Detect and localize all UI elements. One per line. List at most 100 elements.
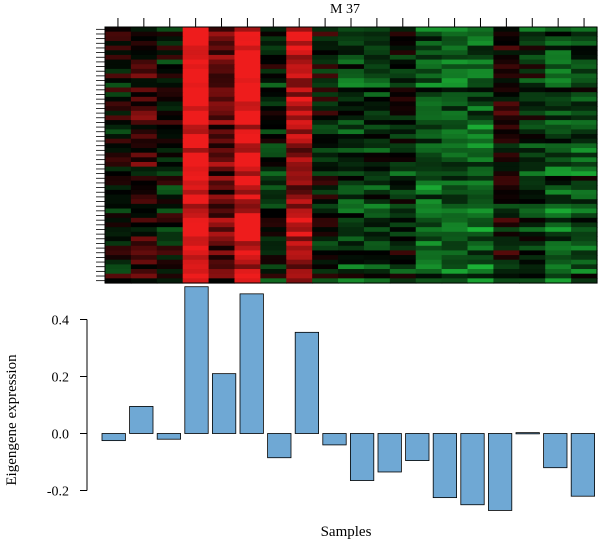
heatmap-cell	[389, 68, 417, 75]
heatmap-cell	[467, 115, 495, 121]
heatmap-cell	[363, 45, 391, 51]
heatmap-cell	[130, 269, 158, 275]
heatmap-cell	[208, 78, 236, 84]
heatmap-cell	[312, 27, 339, 33]
heatmap-cell	[467, 50, 495, 56]
heatmap-cell	[208, 245, 236, 252]
heatmap-cell	[105, 231, 132, 238]
heatmap-cell	[441, 194, 469, 200]
heatmap-cell	[571, 166, 598, 172]
heatmap-cell	[467, 54, 495, 61]
heatmap-cell	[467, 82, 495, 89]
heatmap-cell	[208, 213, 236, 219]
heatmap-cell	[182, 124, 210, 130]
heatmap-cell	[182, 171, 210, 177]
heatmap-cell	[519, 82, 546, 89]
bar	[349, 433, 375, 481]
heatmap-cell	[234, 40, 261, 47]
heatmap-cell	[493, 110, 520, 117]
heatmap-cell	[234, 245, 261, 252]
heatmap-cell	[182, 36, 210, 42]
heatmap-cell	[493, 231, 520, 238]
heatmap-cell	[105, 255, 132, 261]
heatmap-cell	[441, 101, 469, 107]
heatmap-cell	[312, 213, 339, 219]
bar-chart: -0.2 0.0 0.2 0.4	[47, 286, 596, 511]
heatmap-cell	[208, 250, 236, 256]
heatmap-cell	[234, 203, 261, 210]
heatmap-cell	[571, 115, 598, 121]
heatmap-cell	[156, 73, 184, 79]
heatmap-cell	[105, 45, 132, 51]
heatmap-cell	[415, 50, 443, 56]
heatmap-cell	[312, 59, 339, 65]
heatmap-cell	[571, 50, 598, 56]
heatmap-cell	[571, 222, 598, 228]
heatmap-cell	[467, 222, 495, 228]
heatmap-cell	[130, 106, 158, 112]
heatmap-cell	[415, 152, 443, 158]
heatmap-cell	[260, 199, 287, 205]
heatmap-cell	[467, 217, 495, 224]
heatmap-cell	[363, 175, 391, 182]
heatmap-cell	[389, 143, 417, 149]
heatmap-cell	[234, 199, 261, 205]
heatmap-cell	[493, 134, 520, 140]
heatmap-cell	[130, 175, 158, 182]
heatmap-cell	[286, 134, 313, 140]
heatmap-cell	[156, 161, 184, 168]
heatmap-cell	[545, 96, 572, 103]
heatmap-cell	[312, 269, 339, 275]
heatmap-cell	[571, 171, 598, 177]
heatmap-cell	[467, 106, 495, 112]
heatmap-cell	[467, 157, 495, 163]
heatmap-cell	[260, 203, 287, 210]
heatmap-cell	[156, 59, 184, 65]
heatmap-cell	[389, 157, 417, 163]
heatmap-cell	[389, 27, 417, 33]
heatmap-cell	[312, 175, 339, 182]
heatmap-cell	[571, 82, 598, 89]
heatmap-cell	[363, 27, 391, 33]
heatmap-cell	[519, 175, 546, 182]
y-tick-label: 0.0	[52, 428, 70, 443]
heatmap-cell	[130, 73, 158, 79]
heatmap-cell	[519, 259, 546, 265]
heatmap-cell	[208, 45, 236, 51]
heatmap-cell	[182, 175, 210, 182]
heatmap-cell	[234, 166, 261, 172]
heatmap-cell	[467, 273, 495, 279]
heatmap-cell	[493, 129, 520, 135]
heatmap-cell	[156, 189, 184, 196]
heatmap-cell	[130, 208, 158, 214]
heatmap-cell	[389, 59, 417, 65]
heatmap-cell	[156, 115, 184, 121]
heatmap-cell	[545, 148, 572, 154]
heatmap-cell	[105, 96, 132, 103]
heatmap-cell	[519, 101, 546, 107]
heatmap-cell	[234, 68, 261, 75]
heatmap-cell	[545, 175, 572, 182]
heatmap-cell	[260, 138, 287, 144]
heatmap-cell	[182, 31, 210, 37]
heatmap-cell	[338, 45, 365, 51]
heatmap-cell	[260, 231, 287, 238]
heatmap-cell	[493, 138, 520, 144]
heatmap-cell	[467, 148, 495, 154]
heatmap-cell	[234, 110, 261, 117]
heatmap-cell	[286, 269, 313, 275]
heatmap-cell	[467, 171, 495, 177]
heatmap-cell	[493, 269, 520, 275]
heatmap-cell	[493, 175, 520, 182]
heatmap-cell	[571, 236, 598, 242]
heatmap-cell	[286, 259, 313, 265]
heatmap-cell	[208, 236, 236, 242]
heatmap-cell	[312, 101, 339, 107]
heatmap-cell	[389, 64, 417, 70]
heatmap-cell	[182, 59, 210, 65]
heatmap-cell	[545, 227, 572, 233]
heatmap-cell	[441, 241, 469, 247]
heatmap-cell	[130, 241, 158, 247]
heatmap-cell	[338, 264, 365, 270]
heatmap-cell	[571, 189, 598, 196]
